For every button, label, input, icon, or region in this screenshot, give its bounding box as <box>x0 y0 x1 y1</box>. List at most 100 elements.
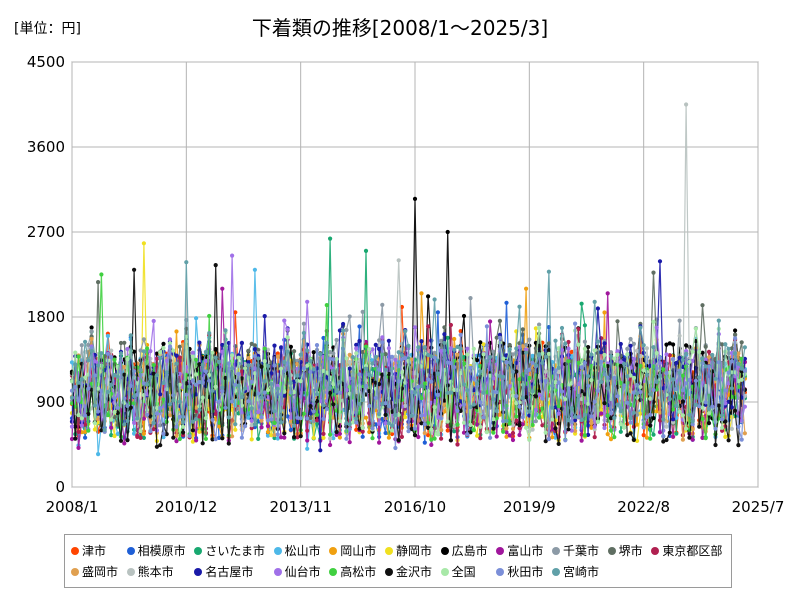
data-point <box>380 416 385 422</box>
data-point <box>236 383 241 388</box>
data-point <box>527 375 532 381</box>
legend-item: 千葉市 <box>551 542 602 559</box>
data-point <box>563 341 568 346</box>
data-point <box>667 341 672 346</box>
data-point <box>298 416 303 421</box>
data-point <box>321 435 326 440</box>
data-point <box>337 390 342 395</box>
data-point <box>494 434 499 439</box>
data-point <box>311 350 316 355</box>
data-point <box>377 421 382 426</box>
data-point <box>631 390 637 395</box>
data-point <box>546 348 552 353</box>
chart-title: 下着類の推移[2008/1～2025/3] <box>251 16 549 40</box>
data-point <box>321 335 326 341</box>
data-point <box>612 375 617 381</box>
data-point <box>265 388 271 393</box>
legend-item: 盛岡市 <box>71 563 121 580</box>
data-point <box>76 445 81 450</box>
data-point <box>220 385 225 390</box>
data-point <box>265 418 271 423</box>
data-point <box>448 346 453 351</box>
data-point <box>435 432 440 437</box>
data-point <box>256 356 261 361</box>
data-point <box>190 378 195 383</box>
data-point <box>520 327 525 332</box>
data-point <box>383 421 388 426</box>
data-point <box>380 340 385 345</box>
legend-label: 静岡市 <box>395 544 432 558</box>
data-point <box>132 431 137 436</box>
data-point <box>510 393 516 398</box>
data-point <box>125 418 130 423</box>
data-point <box>468 422 473 427</box>
data-point <box>599 379 604 384</box>
data-point <box>406 358 411 364</box>
data-point <box>367 421 372 426</box>
data-point <box>115 405 120 410</box>
legend-item: 東京都区部 <box>651 542 725 559</box>
data-point <box>514 414 519 419</box>
data-point <box>282 431 287 436</box>
data-point <box>566 346 571 351</box>
data-point <box>540 351 545 356</box>
data-point <box>125 438 130 443</box>
data-point <box>167 413 173 418</box>
data-point <box>79 343 84 348</box>
data-point <box>334 389 339 394</box>
data-point <box>494 408 499 414</box>
data-point <box>736 443 741 448</box>
data-point <box>537 389 542 394</box>
data-point <box>452 424 457 429</box>
data-point <box>497 412 502 417</box>
data-point <box>546 351 552 356</box>
data-point <box>135 416 140 421</box>
data-point <box>174 353 179 358</box>
data-point <box>439 436 444 441</box>
data-point <box>337 435 342 440</box>
data-point <box>347 360 352 365</box>
data-point <box>582 339 588 344</box>
data-point <box>216 424 222 429</box>
data-point <box>631 341 637 346</box>
data-point <box>693 326 699 331</box>
data-point <box>700 416 705 421</box>
data-point <box>475 433 480 438</box>
data-point <box>350 355 355 360</box>
data-point <box>690 419 695 424</box>
data-point <box>213 263 218 268</box>
data-point <box>429 437 434 442</box>
data-point <box>164 432 169 437</box>
data-point <box>347 422 352 427</box>
data-point <box>579 301 584 306</box>
data-point <box>328 442 333 448</box>
data-point <box>690 427 695 432</box>
data-point <box>693 378 699 383</box>
data-point <box>399 353 404 358</box>
data-point <box>409 352 414 357</box>
data-point <box>190 439 195 444</box>
data-point <box>112 433 117 439</box>
data-point <box>664 371 669 376</box>
data-point <box>435 310 440 315</box>
data-point <box>92 427 97 432</box>
data-point <box>190 428 195 433</box>
data-point <box>151 318 156 324</box>
data-point <box>399 370 404 375</box>
data-point <box>279 366 284 371</box>
data-point <box>92 421 97 426</box>
data-point <box>426 433 431 438</box>
data-point <box>89 406 94 411</box>
data-point <box>641 343 646 348</box>
data-point <box>602 367 607 372</box>
data-point <box>305 428 310 433</box>
data-point <box>390 428 395 433</box>
data-point <box>305 363 310 368</box>
data-point <box>720 417 725 422</box>
legend-marker <box>384 546 393 555</box>
data-point <box>729 359 735 364</box>
data-point <box>635 438 640 443</box>
data-point <box>243 386 248 391</box>
legend-item: 金沢市 <box>384 563 435 580</box>
data-point <box>105 333 110 339</box>
